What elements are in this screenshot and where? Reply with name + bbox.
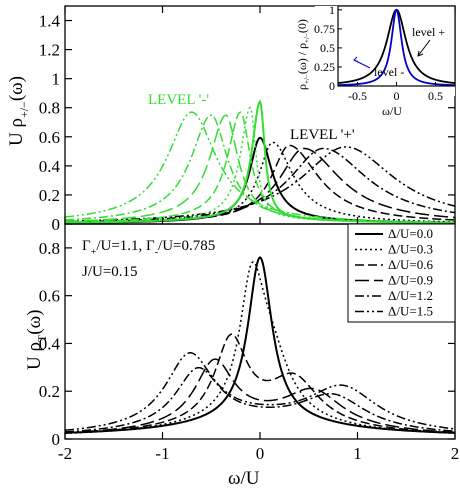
bottom-x-tick-label: -1 (155, 444, 169, 463)
bottom-x-tick-label: 2 (451, 444, 460, 463)
series-plus-delta-1.5 (64, 146, 456, 222)
inset-arrowhead-minus (353, 56, 359, 63)
legend-label: Δ/U=0.0 (388, 226, 433, 241)
bottom-y-tick-label: 0.8 (39, 239, 60, 258)
top-y-tick-label: 0.8 (39, 99, 60, 118)
series-plus-delta-1.2 (64, 147, 456, 223)
inset-y-tick-label: 0 (329, 79, 335, 93)
series-total-delta-0.6 (64, 333, 456, 434)
series-total-delta-0.3 (64, 261, 456, 435)
inset-arrowhead-plus (417, 50, 424, 57)
inset-x-tick-label: 0.5 (428, 89, 443, 103)
series-total-delta-1.2 (64, 366, 456, 433)
top-y-tick-label: 1.4 (39, 12, 61, 31)
legend-box (347, 223, 456, 323)
inset-x-ticks: -0.5 0 0.5 (348, 82, 443, 103)
params-line-1: Γ+/U=1.1, Γ-/U=0.785 (82, 238, 215, 258)
bottom-y-tick-label: 0.4 (39, 334, 61, 353)
inset-x-tick-label: -0.5 (348, 89, 367, 103)
legend-label: Δ/U=1.2 (388, 288, 433, 303)
top-y-tick-label: 0.6 (39, 128, 60, 147)
bottom-panel: 0 0.2 0.4 0.6 0.8 -2 -1 0 1 2 ω/U U ρT(ω) Γ+/U=1… (24, 223, 459, 489)
inset-arrow-plus (417, 39, 431, 57)
bottom-x-ticks: -2 -1 0 1 2 (58, 432, 459, 463)
top-y-ticks: 0 0.2 0.4 0.6 0.8 1 1.2 1.4 (39, 12, 455, 234)
inset-x-axis-label: ω/U (382, 104, 402, 118)
series-total-delta-1.5 (64, 352, 456, 431)
bottom-y-tick-label: 0 (52, 430, 61, 449)
inset-y-tick-label: 1 (329, 3, 335, 17)
legend-entries: Δ/U=0.0Δ/U=0.3Δ/U=0.6Δ/U=0.9Δ/U=1.2Δ/U=1… (355, 226, 433, 319)
annotation-level-minus: LEVEL '-' (148, 92, 209, 108)
top-y-tick-label: 0 (52, 215, 61, 234)
top-y-axis-label: U ρ+/−(ω) (6, 76, 31, 146)
inset-chart: 0 0.25 0.5 0.75 1 -0.5 0 0.5 ω/U ρ+/−(ω) / ρ+/… (295, 3, 456, 118)
inset-y-axis-label: ρ+/−(ω) / ρ+/−(0) (295, 19, 311, 90)
series-minus-delta-1.2 (64, 114, 456, 224)
series-plus-delta-0.3 (64, 141, 456, 224)
top-panel: 0 0.2 0.4 0.6 0.8 1 1.2 1.4 LEVEL '-' LEVEL '+'… (6, 5, 456, 234)
bottom-x-tick-label: -2 (58, 444, 72, 463)
bottom-y-ticks: 0 0.2 0.4 0.6 0.8 (39, 239, 455, 449)
bottom-x-tick-label: 1 (353, 444, 362, 463)
inset-y-tick-label: 0.5 (320, 41, 335, 55)
legend-label: Δ/U=0.9 (388, 273, 433, 288)
top-y-tick-label: 0.2 (39, 186, 60, 205)
inset-background (315, 6, 455, 96)
inset-y-ticks: 0 0.25 0.5 0.75 1 (314, 3, 342, 93)
top-y-tick-label: 1 (52, 70, 61, 89)
inset-x-tick-label: 0 (394, 89, 400, 103)
legend-label: Δ/U=0.3 (388, 242, 433, 257)
annotation-level-plus: LEVEL '+' (290, 127, 355, 143)
legend-label: Δ/U=1.5 (388, 304, 433, 319)
top-y-tick-label: 0.4 (39, 157, 61, 176)
inset-y-tick-label: 0.75 (314, 22, 335, 36)
inset-label-level-plus: level + (412, 25, 445, 39)
series-minus-delta-1.5 (64, 111, 456, 223)
top-y-tick-label: 1.2 (39, 41, 60, 60)
top-curves (64, 99, 456, 224)
params-line-2: J/U=0.15 (82, 264, 138, 280)
inset-label-level-minus: level - (374, 65, 404, 79)
series-minus-delta-0.3 (64, 106, 456, 224)
legend-label: Δ/U=0.6 (388, 257, 433, 272)
bottom-curves (64, 256, 456, 435)
legend: Δ/U=0.0Δ/U=0.3Δ/U=0.6Δ/U=0.9Δ/U=1.2Δ/U=1… (347, 223, 456, 323)
series-total-delta-0.9 (64, 358, 456, 434)
bottom-y-tick-label: 0.2 (39, 382, 60, 401)
bottom-y-tick-label: 0.6 (39, 287, 60, 306)
inset-y-tick-label: 0.25 (314, 60, 335, 74)
series-plus-delta-0.6 (64, 144, 456, 224)
series-minus-delta-0.6 (64, 111, 455, 224)
bottom-y-axis-label: U ρT(ω) (24, 310, 49, 370)
bottom-x-tick-label: 0 (256, 444, 265, 463)
bottom-x-axis-label: ω/U (228, 468, 260, 489)
